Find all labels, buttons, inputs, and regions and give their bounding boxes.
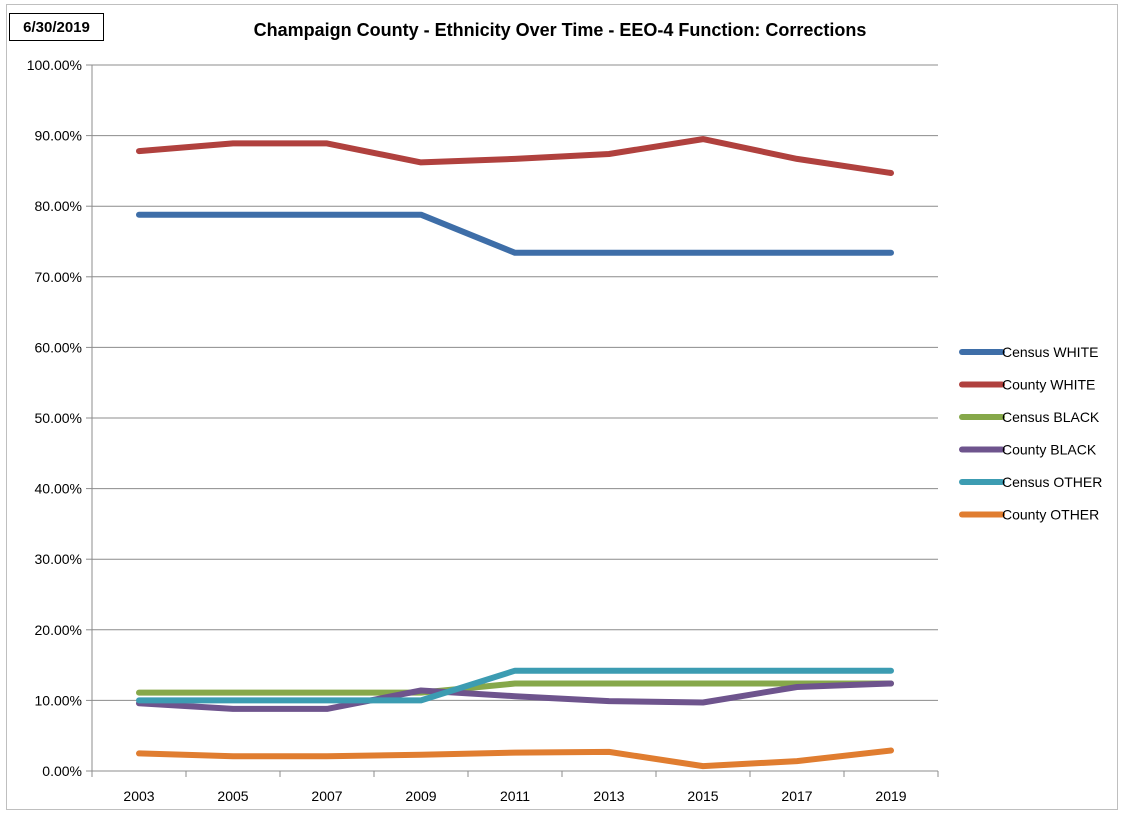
series-line-census-white — [136, 211, 894, 256]
legend: Census WHITE County WHITE Census BLACK Coun… — [959, 344, 1102, 523]
y-tick-label: 20.00% — [35, 622, 82, 638]
x-tick-label: 2005 — [217, 788, 248, 804]
chart-title: Champaign County - Ethnicity Over Time -… — [253, 20, 867, 40]
legend-label: Census WHITE — [1002, 344, 1098, 360]
series-line-county-other — [136, 747, 894, 770]
legend-label: County OTHER — [1002, 507, 1099, 523]
legend-label: Census OTHER — [1002, 474, 1102, 490]
legend-label: County BLACK — [1002, 442, 1097, 458]
y-tick-label: 0.00% — [42, 763, 82, 779]
y-tick-label: 90.00% — [35, 128, 82, 144]
x-tick-label: 2019 — [875, 788, 906, 804]
y-tick-label: 70.00% — [35, 269, 82, 285]
y-tick-label: 10.00% — [35, 692, 82, 708]
series-line-county-black — [136, 680, 894, 712]
x-tick-label: 2015 — [687, 788, 718, 804]
series-lines — [136, 136, 894, 770]
legend-label: Census BLACK — [1002, 409, 1100, 425]
x-tick-label: 2009 — [405, 788, 436, 804]
x-tick-label: 2017 — [781, 788, 812, 804]
y-tick-label: 50.00% — [35, 410, 82, 426]
axes: 0.00% 10.00% 20.00% 30.00% 40.00% 50.00% 60.00… — [27, 57, 939, 804]
chart-frame — [6, 4, 1118, 810]
x-tick-label: 2013 — [593, 788, 624, 804]
y-tick-label: 40.00% — [35, 481, 82, 497]
x-tick-label: 2007 — [311, 788, 342, 804]
legend-label: County WHITE — [1002, 377, 1095, 393]
series-line-census-other — [136, 667, 894, 704]
x-tick-label: 2003 — [123, 788, 154, 804]
y-tick-label: 60.00% — [35, 339, 82, 355]
x-tick-label: 2011 — [500, 788, 530, 804]
series-line-county-white — [136, 136, 894, 176]
series-line-census-black — [136, 680, 894, 696]
y-tick-label: 100.00% — [27, 57, 82, 73]
gridlines — [92, 64, 938, 701]
y-tick-label: 80.00% — [35, 198, 82, 214]
y-tick-label: 30.00% — [35, 551, 82, 567]
date-label: 6/30/2019 — [9, 13, 104, 41]
